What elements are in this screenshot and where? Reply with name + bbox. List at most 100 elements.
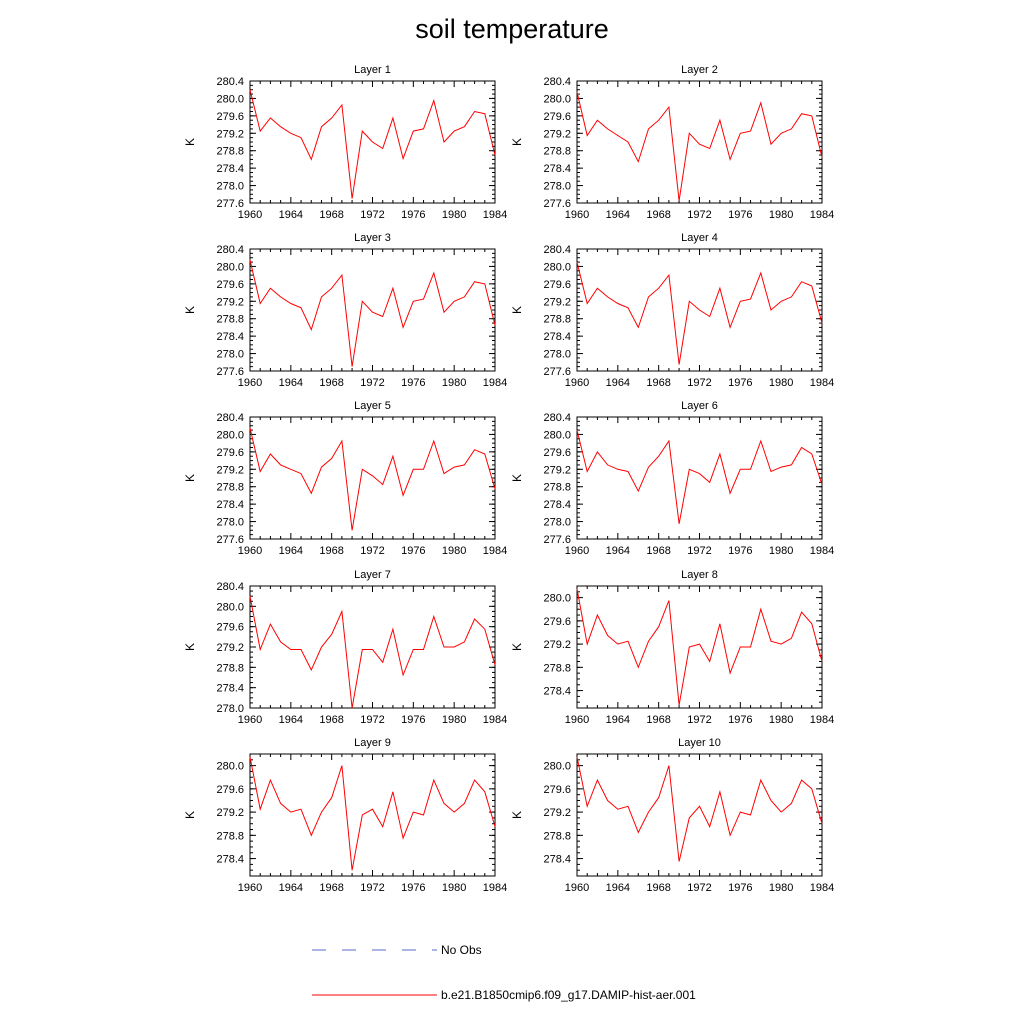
x-tick-label: 1976 [728,209,752,221]
x-tick-label: 1980 [769,377,793,389]
y-tick-label: 280.4 [216,412,244,424]
x-tick-label: 1976 [728,882,752,894]
y-tick-label: 278.0 [216,703,244,715]
x-tick-label: 1980 [769,882,793,894]
x-tick-label: 1976 [401,882,425,894]
y-tick-label: 278.8 [543,662,571,674]
y-axis-label: K [510,306,524,314]
y-axis-label: K [183,138,197,146]
y-tick-label: 279.2 [543,464,571,476]
y-tick-label: 278.8 [543,830,571,842]
x-tick-label: 1968 [646,209,670,221]
x-tick-label: 1976 [401,377,425,389]
y-tick-label: 279.6 [543,616,571,628]
plot-frame [576,80,823,204]
x-tick-label: 1968 [646,882,670,894]
x-tick-label: 1976 [401,209,425,221]
y-axis-label: K [510,811,524,819]
y-tick-label: 278.4 [543,331,571,343]
y-axis-label: K [510,138,524,146]
y-tick-label: 278.4 [216,331,244,343]
x-tick-label: 1968 [646,545,670,557]
panel-title: Layer 3 [354,232,391,244]
panel-layer-10: Layer 10 K 1960 1964 1968 1972 1976 1980 1984 278… [510,737,834,894]
x-tick-label: 1980 [769,209,793,221]
panel-title: Layer 5 [354,400,391,412]
x-tick-label: 1980 [442,209,466,221]
x-tick-label: 1960 [238,545,262,557]
y-tick-label: 279.6 [216,111,244,123]
y-tick-label: 278.0 [543,517,571,529]
y-tick-label: 279.6 [216,279,244,291]
x-tick-label: 1964 [606,882,630,894]
x-tick-label: 1976 [728,714,752,726]
legend: No Obs b.e21.B1850cmip6.f09_g17.DAMIP-his… [312,943,696,1002]
panel-title: Layer 8 [681,569,718,581]
x-tick-label: 1960 [238,209,262,221]
y-tick-label: 278.0 [543,181,571,193]
x-tick-label: 1984 [810,714,834,726]
series-line [249,756,496,871]
series-line [249,259,496,367]
x-tick-label: 1964 [606,714,630,726]
y-tick-label: 278.0 [216,517,244,529]
panel-title: Layer 7 [354,569,391,581]
y-tick-label: 278.8 [216,662,244,674]
y-axis-label: K [510,643,524,651]
y-tick-label: 279.2 [543,807,571,819]
x-tick-label: 1972 [360,377,384,389]
panel-title: Layer 2 [681,64,718,76]
plot-frame [576,416,823,540]
y-tick-label: 277.6 [543,198,571,210]
panel-title: Layer 9 [354,737,391,749]
x-tick-label: 1984 [483,377,507,389]
plot-frame [576,585,823,709]
panel-layer-8: Layer 8 K 1960 1964 1968 1972 1976 1980 1984 278.… [510,569,834,726]
x-tick-label: 1960 [565,545,589,557]
x-tick-label: 1968 [319,209,343,221]
x-tick-label: 1964 [279,714,303,726]
panel-title: Layer 4 [681,232,718,244]
y-tick-label: 277.6 [543,534,571,546]
y-tick-label: 278.4 [216,163,244,175]
x-tick-label: 1976 [728,377,752,389]
y-tick-label: 280.4 [216,76,244,88]
x-tick-label: 1964 [606,377,630,389]
x-tick-label: 1972 [360,545,384,557]
x-tick-label: 1972 [360,714,384,726]
x-tick-label: 1960 [565,209,589,221]
x-tick-label: 1968 [319,545,343,557]
x-tick-label: 1972 [687,377,711,389]
y-tick-label: 278.8 [543,146,571,158]
panel-layer-4: Layer 4 K 1960 1964 1968 1972 1976 1980 1984 277.… [510,232,834,389]
y-tick-label: 278.4 [216,683,244,695]
y-tick-label: 279.2 [543,128,571,140]
y-tick-label: 280.0 [543,429,571,441]
x-tick-label: 1972 [360,882,384,894]
x-tick-label: 1972 [687,882,711,894]
y-tick-label: 278.4 [543,854,571,866]
x-tick-label: 1984 [483,714,507,726]
y-tick-label: 278.0 [216,181,244,193]
y-tick-label: 279.6 [216,622,244,634]
y-axis-label: K [183,474,197,482]
y-tick-label: 278.4 [543,686,571,698]
y-tick-label: 278.4 [216,854,244,866]
x-tick-label: 1972 [360,209,384,221]
y-tick-label: 278.8 [216,830,244,842]
x-tick-label: 1960 [565,377,589,389]
y-tick-label: 280.0 [543,593,571,605]
chart-title: soil temperature [415,14,609,44]
x-tick-label: 1968 [646,714,670,726]
x-tick-label: 1980 [769,545,793,557]
y-tick-label: 277.6 [216,198,244,210]
x-tick-label: 1964 [279,882,303,894]
y-axis-label: K [510,474,524,482]
x-tick-label: 1976 [728,545,752,557]
y-axis-label: K [183,811,197,819]
legend-label-model: b.e21.B1850cmip6.f09_g17.DAMIP-hist-aer.… [441,988,696,1002]
x-tick-label: 1980 [442,377,466,389]
y-tick-label: 277.6 [216,534,244,546]
y-tick-label: 279.2 [216,296,244,308]
